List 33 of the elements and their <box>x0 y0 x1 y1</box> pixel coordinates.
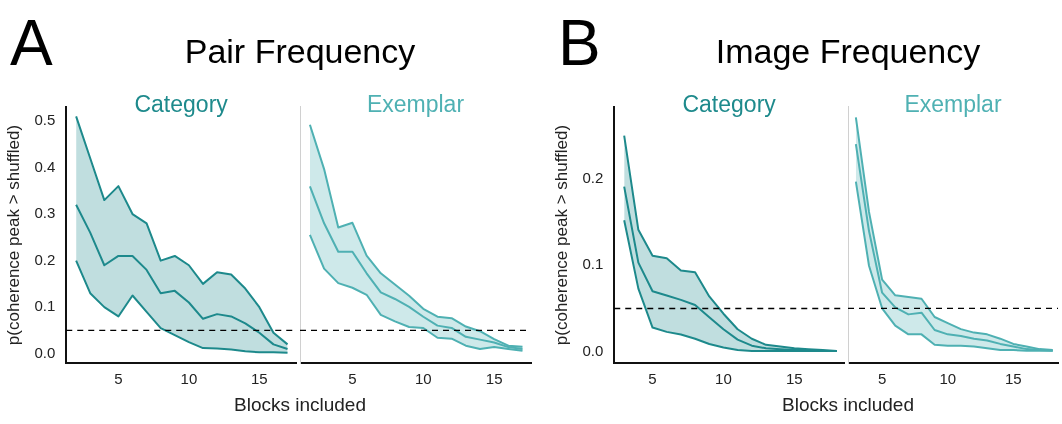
y-tick-label: 0.2 <box>582 168 604 186</box>
x-axis-title: Blocks included <box>233 394 367 416</box>
text: Category <box>682 90 777 117</box>
x-tick-label: 15 <box>251 370 268 388</box>
y-tick-label: 0.5 <box>34 111 56 129</box>
y-tick-label: 0.3 <box>34 204 56 222</box>
x-tick-label: 15 <box>485 370 503 388</box>
x-tick-label: 5 <box>648 370 657 388</box>
x-axis-title: Blocks included <box>781 394 915 416</box>
chart-title: Pair Frequency <box>183 32 417 71</box>
text: Exemplar <box>904 90 1002 117</box>
x-tick-label: 5 <box>877 370 887 388</box>
y-tick-label: 0.1 <box>34 297 56 315</box>
x-tick-label: 5 <box>114 370 123 388</box>
x-tick-label: 10 <box>715 370 732 388</box>
x-tick-label: 10 <box>939 370 957 388</box>
y-axis-title: p(coherence peak > shuffled) <box>3 124 23 346</box>
y-tick-label: 0.1 <box>582 255 604 273</box>
x-tick-label: 5 <box>348 370 357 388</box>
y-tick-label: 0.2 <box>34 250 56 268</box>
x-tick-label: 10 <box>414 370 432 388</box>
chart-title: Image Frequency <box>714 32 982 71</box>
text: Category <box>134 90 229 117</box>
text: A <box>10 7 53 79</box>
y-axis-title: p(coherence peak > shuffled) <box>551 124 571 346</box>
x-tick-label: 15 <box>786 370 803 388</box>
x-tick-label: 10 <box>180 370 198 388</box>
text: Exemplar <box>366 90 465 117</box>
y-tick-label: 0.4 <box>34 157 56 175</box>
x-tick-label: 15 <box>1005 370 1022 388</box>
text: B <box>558 7 601 79</box>
y-tick-label: 0.0 <box>582 341 604 359</box>
y-tick-label: 0.0 <box>34 343 56 361</box>
